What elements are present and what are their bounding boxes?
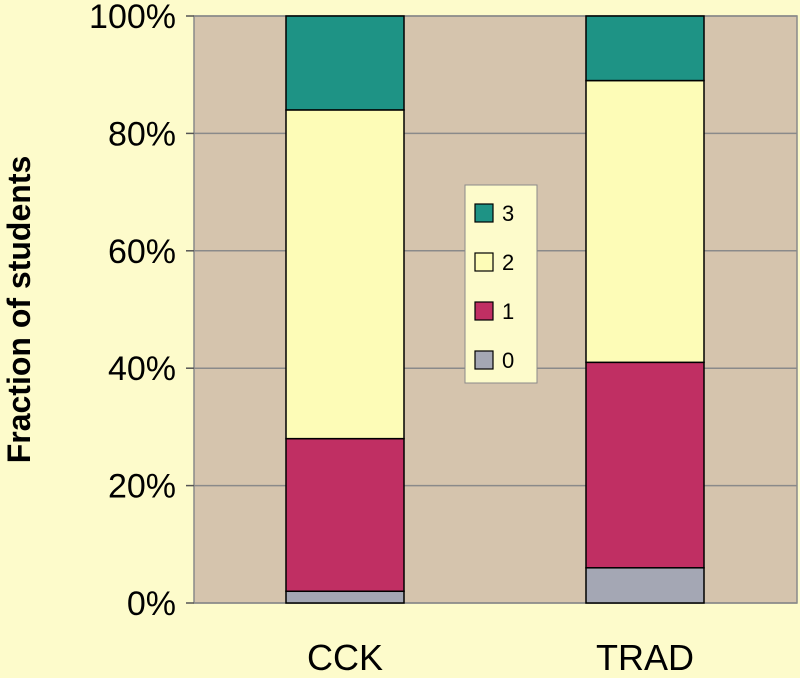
y-axis-title: Fraction of students [1, 156, 37, 464]
legend-label-0: 0 [502, 348, 514, 373]
bar-segment-trad-3 [585, 15, 705, 82]
x-tick-label: TRAD [596, 637, 694, 678]
bar-segment-cck-2 [285, 109, 405, 440]
bar-segment-cck-1 [285, 437, 405, 593]
legend-swatch-3 [474, 203, 494, 223]
legend-label-3: 3 [502, 201, 514, 226]
bar-segment-trad-2 [585, 79, 705, 364]
y-tick-labels: 0% 20% 40% 60% 80% 100% [89, 0, 194, 623]
legend-label-1: 1 [502, 299, 514, 324]
x-tick-label: CCK [307, 637, 383, 678]
bar-segment-trad-0 [585, 567, 705, 604]
legend-swatch-1 [474, 301, 494, 321]
bar-segment-trad-1 [585, 361, 705, 569]
y-tick-label: 0% [127, 585, 176, 623]
legend: 3 2 1 0 [464, 184, 538, 384]
bar-segment-cck-0 [285, 590, 405, 604]
bars [285, 15, 705, 604]
legend-label-2: 2 [502, 250, 514, 275]
y-tick-label: 60% [108, 233, 176, 271]
legend-swatch-0 [474, 350, 494, 370]
y-tick-label: 20% [108, 468, 176, 506]
bar-segment-cck-3 [285, 15, 405, 111]
x-tick-labels: CCK TRAD [307, 637, 694, 678]
y-tick-label: 100% [89, 0, 176, 36]
y-tick-label: 40% [108, 350, 176, 388]
legend-swatch-2 [474, 252, 494, 272]
y-tick-label: 80% [108, 115, 176, 153]
